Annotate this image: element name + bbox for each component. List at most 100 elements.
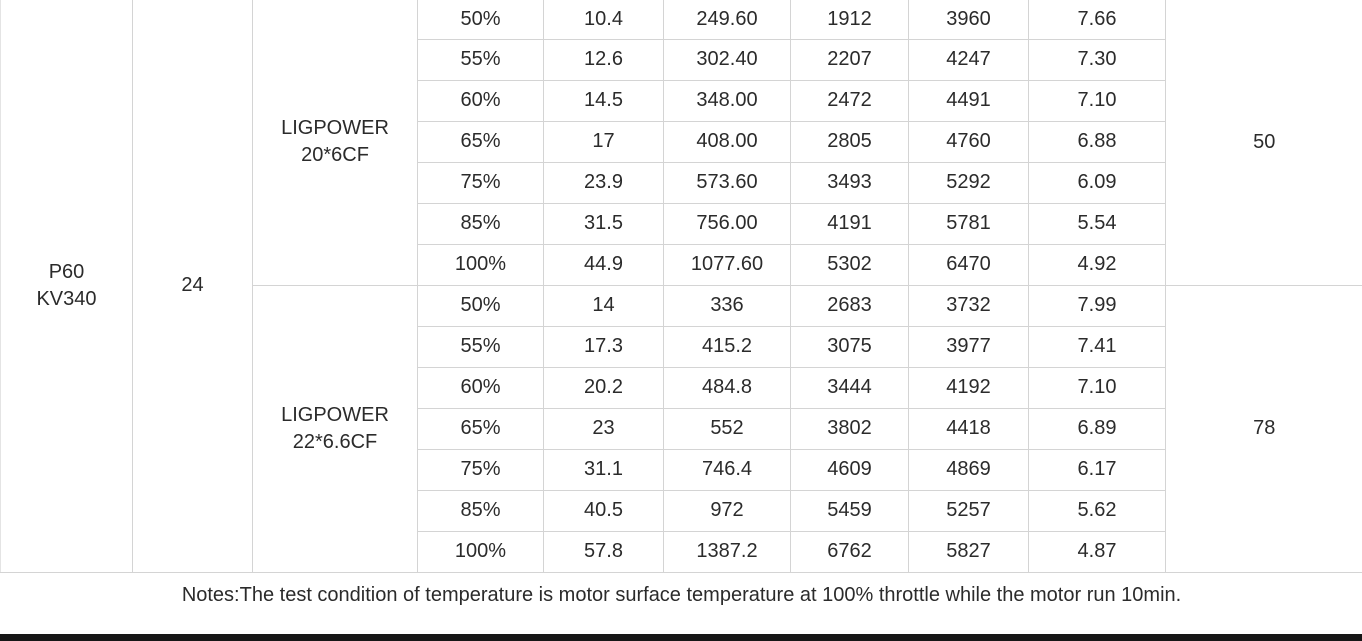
cell-value-2: 484.8 (663, 366, 791, 409)
cell-value-3: 3802 (790, 407, 909, 450)
cell-value-1: 31.5 (543, 202, 664, 245)
cell-value-5: 7.10 (1028, 366, 1166, 409)
notes-text: Notes:The test condition of temperature … (0, 571, 1362, 619)
cell-value-5: 5.54 (1028, 202, 1166, 245)
cell-value-2: 552 (663, 407, 791, 450)
voltage-cell: 24 (132, 0, 253, 573)
cell-value-2: 1387.2 (663, 530, 791, 573)
cell-value-3: 2207 (790, 38, 909, 81)
table-row: 75% 23.9 573.60 3493 5292 6.09 (1, 161, 1362, 204)
cell-value-3: 1912 (790, 0, 909, 40)
cell-value-2: 249.60 (663, 0, 791, 40)
cell-value-3: 3075 (790, 325, 909, 368)
cell-value-5: 4.87 (1028, 530, 1166, 573)
cell-value-3: 5302 (790, 243, 909, 286)
cell-value-4: 3977 (908, 325, 1029, 368)
temperature-cell: 78 (1165, 284, 1362, 573)
cell-value-5: 6.09 (1028, 161, 1166, 204)
cell-throttle: 85% (417, 489, 544, 532)
cell-value-4: 5781 (908, 202, 1029, 245)
cell-value-2: 972 (663, 489, 791, 532)
cell-value-1: 20.2 (543, 366, 664, 409)
motor-model-cell: P60 KV340 (0, 0, 133, 573)
cell-value-2: 336 (663, 284, 791, 327)
cell-value-2: 1077.60 (663, 243, 791, 286)
cell-value-2: 348.00 (663, 79, 791, 122)
cell-value-2: 756.00 (663, 202, 791, 245)
cell-value-1: 14 (543, 284, 664, 327)
cell-value-3: 2472 (790, 79, 909, 122)
cell-value-1: 10.4 (543, 0, 664, 40)
cell-value-1: 31.1 (543, 448, 664, 491)
propeller-brand: LIGPOWER (281, 117, 389, 140)
cell-value-5: 7.99 (1028, 284, 1166, 327)
cell-value-4: 4869 (908, 448, 1029, 491)
cell-value-3: 3444 (790, 366, 909, 409)
cell-throttle: 50% (417, 284, 544, 327)
cell-value-4: 5292 (908, 161, 1029, 204)
table-row: 60% 14.5 348.00 2472 4491 7.10 (1, 79, 1362, 122)
cell-value-4: 4491 (908, 79, 1029, 122)
table-row: 60% 20.2 484.8 3444 4192 7.10 (1, 366, 1362, 409)
cell-throttle: 55% (417, 325, 544, 368)
table-row: 65% 23 552 3802 4418 6.89 (1, 407, 1362, 450)
cell-value-2: 302.40 (663, 38, 791, 81)
cell-value-3: 5459 (790, 489, 909, 532)
cell-value-5: 5.62 (1028, 489, 1166, 532)
cell-value-3: 6762 (790, 530, 909, 573)
table-row: P60 KV340 24 LIGPOWER 20*6CF 50% 10.4 24… (0, 0, 1362, 573)
cell-value-4: 6470 (908, 243, 1029, 286)
cell-value-4: 3732 (908, 284, 1029, 327)
cell-value-1: 23 (543, 407, 664, 450)
cell-value-1: 17.3 (543, 325, 664, 368)
cell-throttle: 50% (417, 0, 544, 40)
propeller-cell: LIGPOWER 22*6.6CF (252, 284, 418, 573)
cell-throttle: 65% (417, 120, 544, 163)
cell-value-1: 23.9 (543, 161, 664, 204)
cell-value-1: 12.6 (543, 38, 664, 81)
cell-value-2: 746.4 (663, 448, 791, 491)
cell-value-3: 3493 (790, 161, 909, 204)
cell-throttle: 60% (417, 79, 544, 122)
bottom-divider-bar (0, 634, 1362, 641)
cell-value-2: 408.00 (663, 120, 791, 163)
motor-model-line1: P60 (48, 260, 85, 283)
cell-value-4: 4418 (908, 407, 1029, 450)
cell-value-2: 573.60 (663, 161, 791, 204)
cell-value-4: 4760 (908, 120, 1029, 163)
propeller-size: 20*6CF (301, 144, 369, 167)
cell-value-5: 6.17 (1028, 448, 1166, 491)
cell-value-3: 2805 (790, 120, 909, 163)
table-row: 55% 17.3 415.2 3075 3977 7.41 (1, 325, 1362, 368)
cell-value-1: 17 (543, 120, 664, 163)
cell-throttle: 100% (417, 243, 544, 286)
cell-value-3: 4191 (790, 202, 909, 245)
cell-throttle: 55% (417, 38, 544, 81)
cell-throttle: 85% (417, 202, 544, 245)
cell-value-4: 4247 (908, 38, 1029, 81)
cell-value-5: 7.66 (1028, 0, 1166, 40)
table-row: 85% 31.5 756.00 4191 5781 5.54 (1, 202, 1362, 245)
cell-throttle: 75% (417, 448, 544, 491)
cell-throttle: 60% (417, 366, 544, 409)
cell-value-5: 4.92 (1028, 243, 1166, 286)
cell-value-5: 7.10 (1028, 79, 1166, 122)
motor-model-line2: KV340 (36, 287, 97, 310)
cell-value-3: 2683 (790, 284, 909, 327)
cell-value-5: 6.88 (1028, 120, 1166, 163)
cell-value-3: 4609 (790, 448, 909, 491)
cell-value-4: 4192 (908, 366, 1029, 409)
cell-value-1: 57.8 (543, 530, 664, 573)
cell-value-5: 6.89 (1028, 407, 1166, 450)
temperature-cell: 50 (1165, 0, 1362, 286)
cell-value-2: 415.2 (663, 325, 791, 368)
motor-performance-table: P60 KV340 24 LIGPOWER 20*6CF 50% 10.4 24… (0, 0, 1362, 619)
cell-value-1: 40.5 (543, 489, 664, 532)
cell-value-4: 5257 (908, 489, 1029, 532)
propeller-cell: LIGPOWER 20*6CF (252, 0, 418, 286)
cell-value-5: 7.30 (1028, 38, 1166, 81)
cell-throttle: 75% (417, 161, 544, 204)
cell-value-1: 14.5 (543, 79, 664, 122)
cell-value-4: 5827 (908, 530, 1029, 573)
